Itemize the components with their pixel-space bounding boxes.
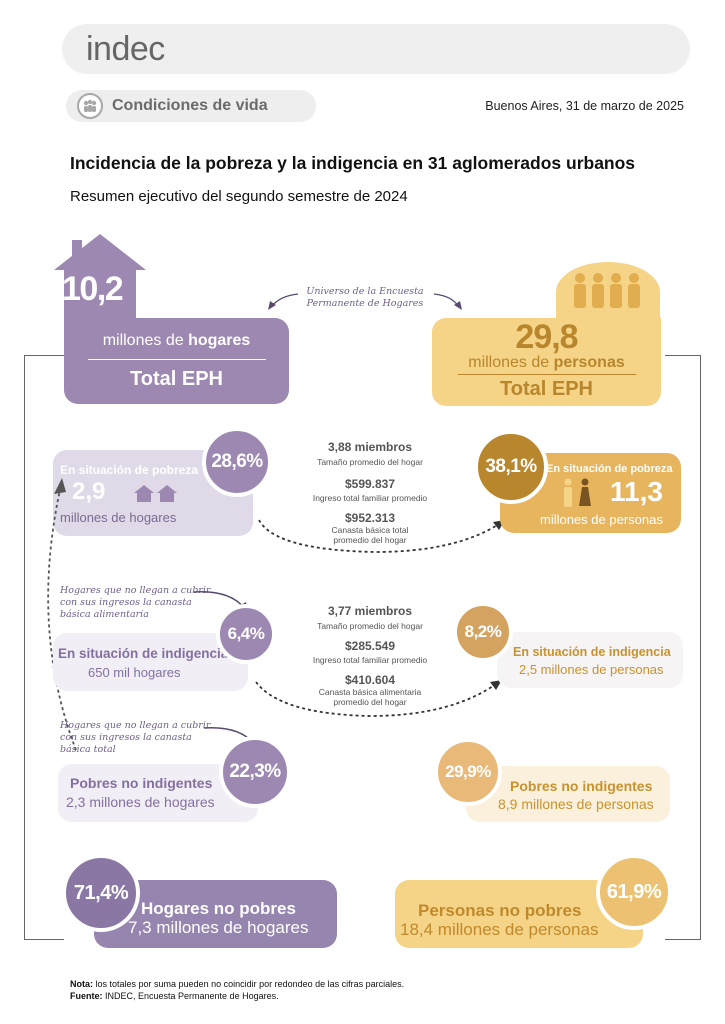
hogares-indigencia-value: 650 mil hogares [88,665,181,680]
people-icon [77,93,103,119]
hogares-no-pobres-pct: 71,4% [62,854,140,932]
section-pill [66,90,316,122]
personas-no-pobres-pct: 61,9% [596,854,672,930]
personas-no-indigentes-label: Pobres no indigentes [510,778,653,794]
hogares-no-indigentes-pct: 22,3% [219,736,291,808]
personas-pobreza-pct: 38,1% [474,430,548,504]
hogares-pobreza-pct: 28,6% [202,427,272,497]
personas-total-tag: Total EPH [500,378,593,400]
indec-logo: indec [86,30,165,68]
personas-total-value: 29,8 [515,318,578,356]
hogares-total-tag: Total EPH [130,368,223,390]
left-curve-arrow [47,478,77,751]
footer-note-text: los totales por suma pueden no coincidir… [93,979,405,989]
note-total: Hogares que no llegan a cubrir con sus i… [60,720,211,755]
hogares-no-pobres-label: Hogares no pobres [141,899,296,918]
indigencia-ingreso: $285.549 [344,639,396,653]
pobreza-arrow [258,519,505,553]
indigencia-miembros: 3,77 miembros [327,604,413,618]
pobreza-miembros: 3,88 miembros [327,440,413,454]
personas-indigencia-label: En situación de indigencia [513,645,671,659]
page-title: Incidencia de la pobreza y la indigencia… [70,153,636,173]
family-icon [556,262,660,322]
footer-source: Fuente: INDEC, Encuesta Permanente de Ho… [70,991,279,1001]
hogares-indigencia-pct: 6,4% [216,604,276,664]
hogares-pobreza-unit: millones de hogares [60,510,177,525]
universe-note: Universo de la Encuesta Permanente de Ho… [306,286,424,309]
hogares-no-pobres-value: 7,3 millones de hogares [128,918,309,937]
houses-icon [134,485,177,502]
indigencia-canasta-label: Canasta básica alimentaria promedio del … [318,687,422,707]
pobreza-miembros-label: Tamaño promedio del hogar [317,457,423,467]
report-date: Buenos Aires, 31 de marzo de 2025 [485,99,684,113]
personas-pobreza-label: En situación de pobreza [546,463,673,475]
personas-pobreza-unit: millones de personas [540,512,663,527]
pobreza-ingreso-label: Ingreso total familiar promedio [312,493,428,503]
hogares-pobreza-value: 2,9 [72,478,106,505]
hogares-total-card: millones de hogares Total EPH [64,318,289,404]
indigencia-arrow [255,680,502,717]
section-label: Condiciones de vida [112,97,268,114]
divider [458,374,636,375]
footer-note: Nota: los totales por suma pueden no coi… [70,979,404,989]
header-bar [62,24,690,74]
personas-indigencia-card [497,632,683,688]
hogares-no-indigentes-value: 2,3 millones de hogares [66,794,215,810]
personas-no-indigentes-value: 8,9 millones de personas [498,796,654,812]
personas-indigencia-value: 2,5 millones de personas [519,662,664,677]
divider [88,359,266,360]
indigencia-miembros-label: Tamaño promedio del hogar [317,621,423,631]
hogares-indigencia-label: En situación de indigencia [58,646,229,661]
personas-total-label: millones de [468,354,554,371]
personas-no-pobres-label: Personas no pobres [418,901,582,920]
hogares-pobreza-label: En situación de pobreza [60,463,199,477]
house-icon [54,234,146,322]
pobreza-ingreso: $599.837 [344,477,396,491]
hogares-no-indigentes-label: Pobres no indigentes [70,775,213,791]
pobreza-canasta-label: Canasta básica total promedio del hogar [331,525,409,545]
right-bracket [665,355,701,940]
footer-source-label: Fuente: [70,991,103,1001]
indigencia-canasta: $410.604 [344,673,396,687]
footer-source-text: INDEC, Encuesta Permanente de Hogares. [102,991,279,1001]
personas-no-pobres-value: 18,4 millones de personas [400,920,599,939]
hogares-total-value: 10,2 [62,270,124,308]
hogares-total-label-strong: hogares [188,332,251,349]
footer-note-label: Nota: [70,979,93,989]
personas-total-label-strong: personas [553,354,625,371]
man-woman-icon [564,478,591,507]
personas-pobreza-value: 11,3 [610,476,663,507]
personas-total-card: 29,8 millones de personas Total EPH [432,318,661,406]
note-alimentaria: Hogares que no llegan a cubrir con sus i… [60,585,211,620]
personas-indigencia-pct: 8,2% [453,602,513,662]
universe-arrows [268,293,462,310]
page-subtitle: Resumen ejecutivo del segundo semestre d… [70,188,408,205]
left-bracket [24,355,64,940]
hogares-total-label: millones de [102,332,189,349]
hogares-indigencia-card [53,633,248,691]
personas-no-indigentes-pct: 29,9% [434,738,502,806]
indigencia-ingreso-label: Ingreso total familiar promedio [312,655,428,665]
pobreza-canasta: $952.313 [344,511,396,525]
